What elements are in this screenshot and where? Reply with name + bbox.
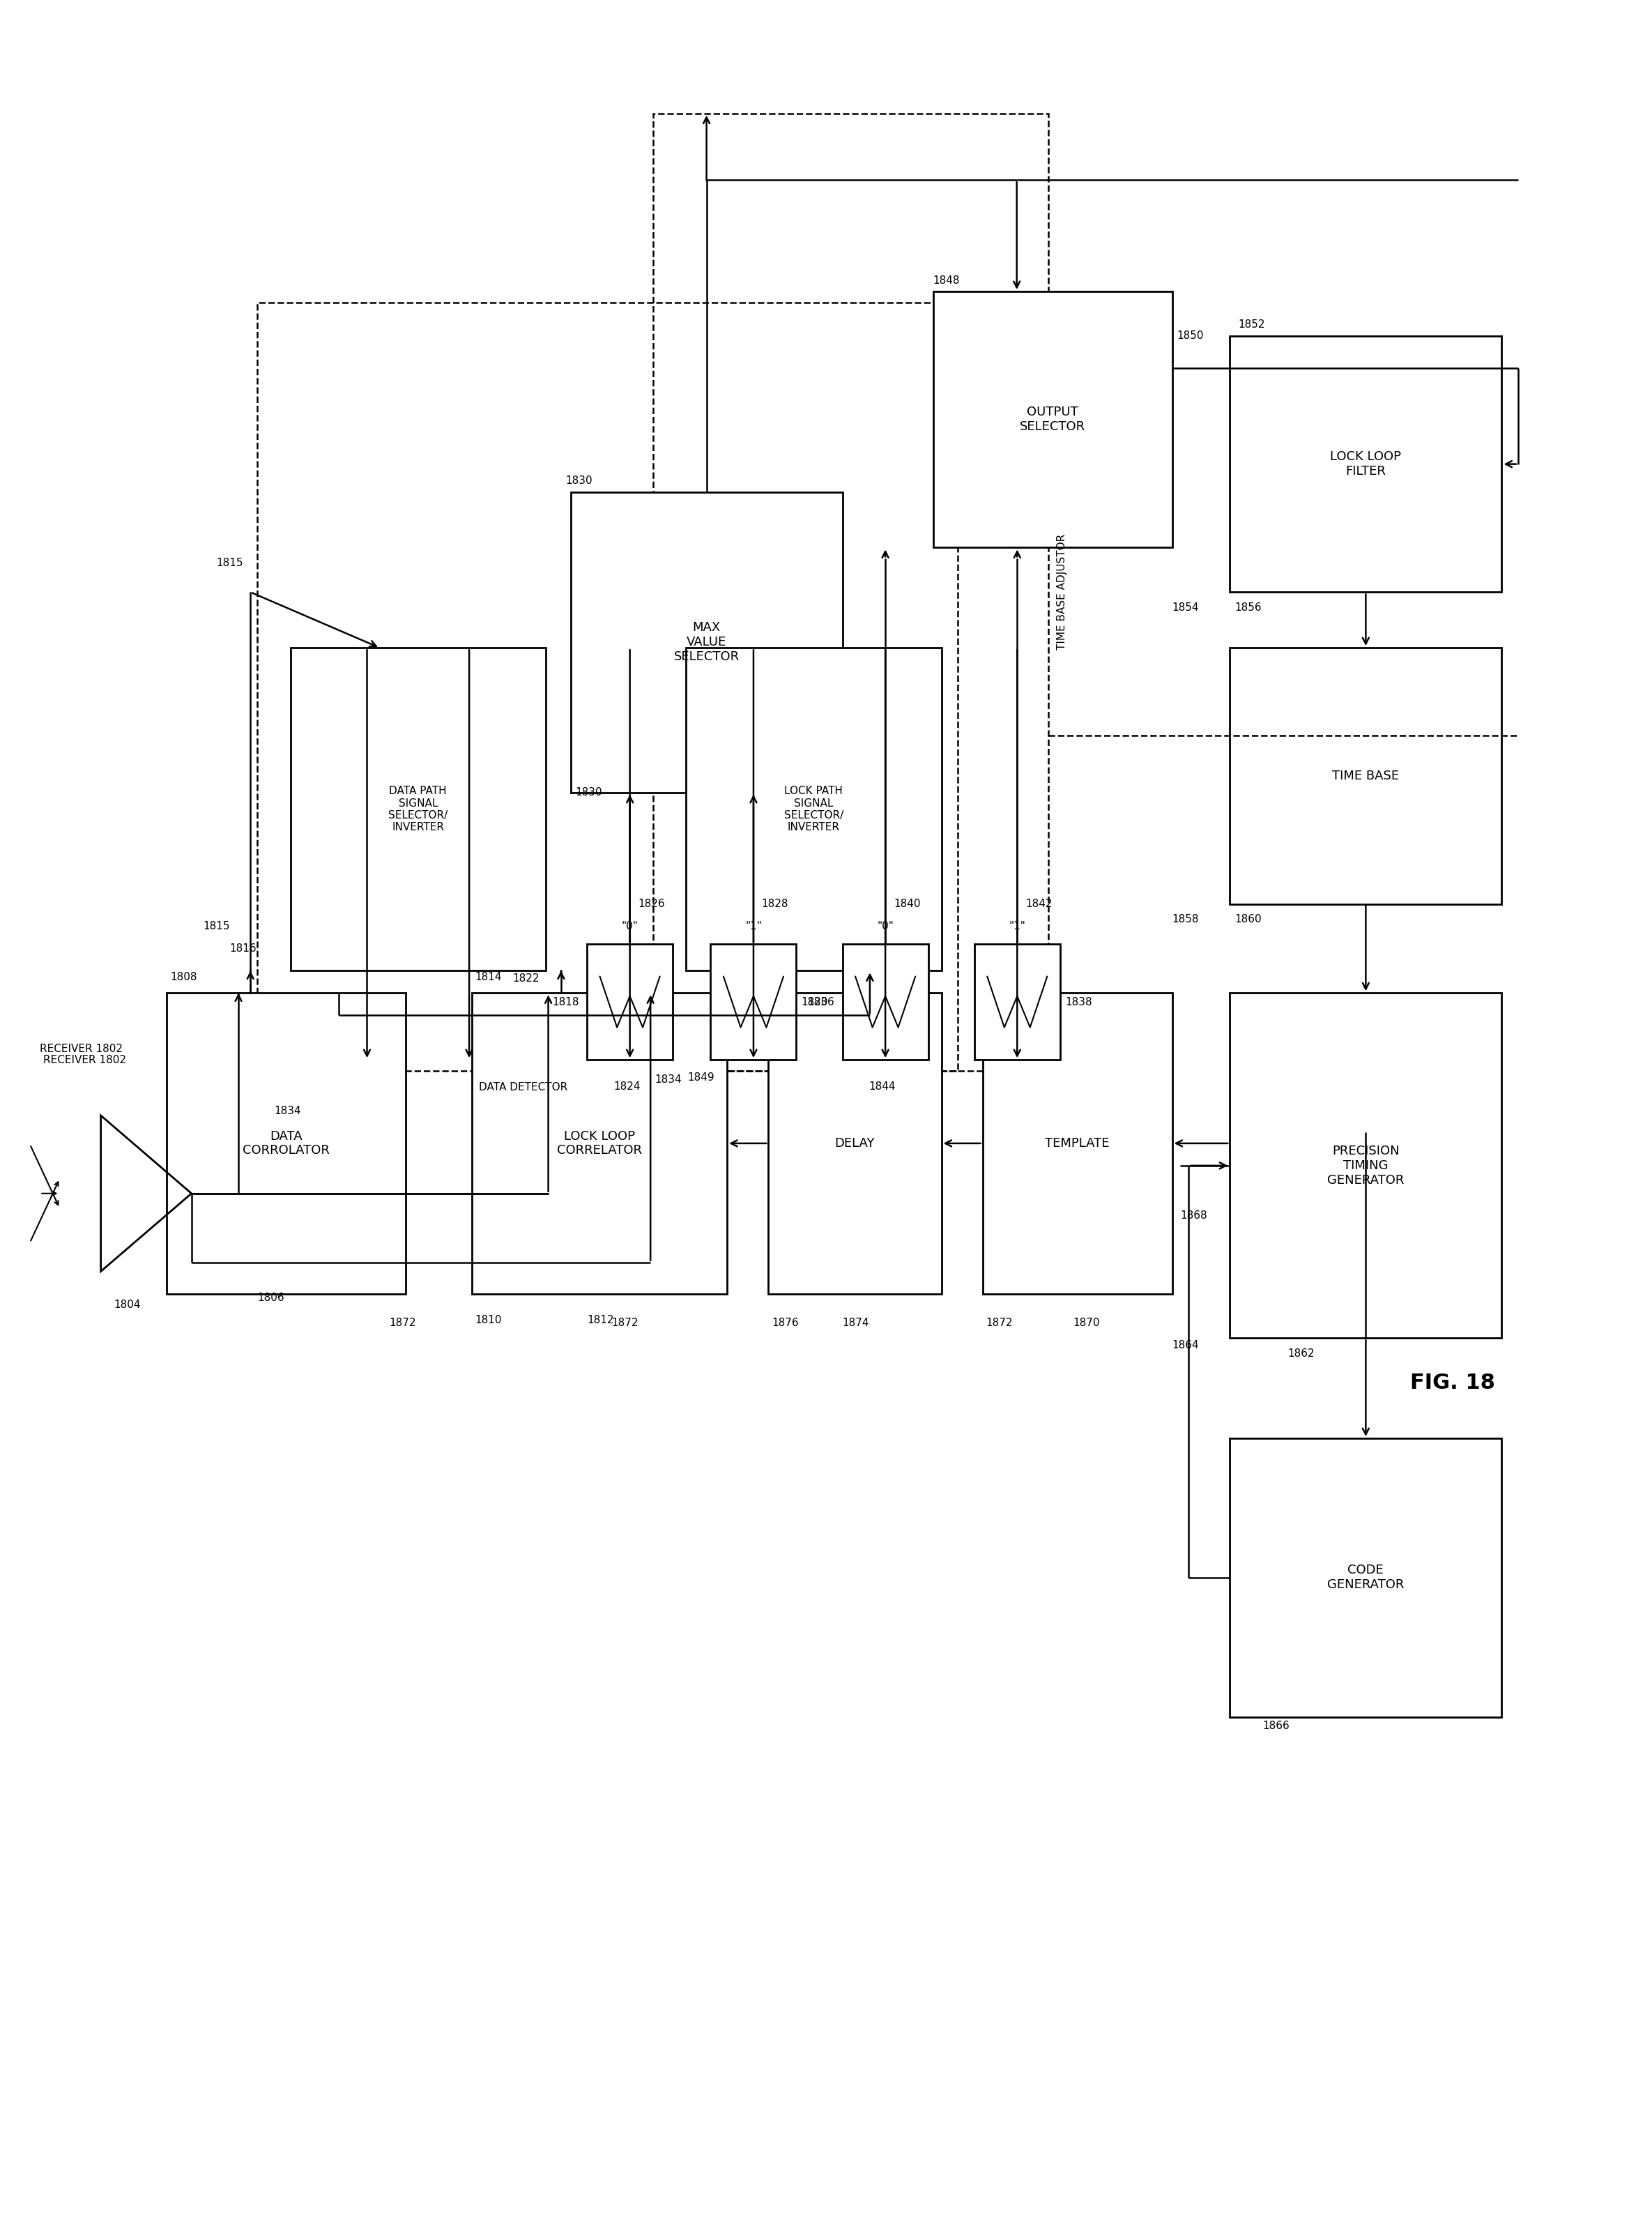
- Text: FIG. 18: FIG. 18: [1409, 1372, 1495, 1392]
- Text: 1852: 1852: [1237, 319, 1265, 330]
- Text: 1849: 1849: [687, 1073, 714, 1082]
- Text: DELAY: DELAY: [834, 1138, 876, 1149]
- Text: 1810: 1810: [474, 1314, 502, 1325]
- Text: 1830: 1830: [565, 475, 593, 486]
- Text: DATA
CORROLATOR: DATA CORROLATOR: [243, 1129, 330, 1158]
- Bar: [167, 993, 406, 1294]
- Text: 1826: 1826: [638, 899, 666, 910]
- Text: "1": "1": [745, 921, 762, 930]
- Text: LOCK LOOP
FILTER: LOCK LOOP FILTER: [1330, 451, 1401, 477]
- Text: "0": "0": [621, 921, 638, 930]
- Text: 1818: 1818: [552, 997, 578, 1006]
- Text: 1864: 1864: [1173, 1339, 1199, 1350]
- Text: MAX
VALUE
SELECTOR: MAX VALUE SELECTOR: [674, 622, 740, 663]
- Bar: [983, 993, 1173, 1294]
- Text: LOCK PATH
SIGNAL
SELECTOR/
INVERTER: LOCK PATH SIGNAL SELECTOR/ INVERTER: [785, 785, 844, 832]
- Bar: [1229, 337, 1502, 591]
- Text: 1838: 1838: [1066, 997, 1092, 1006]
- Text: 1816: 1816: [230, 944, 256, 953]
- Text: 1815: 1815: [216, 558, 243, 569]
- Text: OUTPUT
SELECTOR: OUTPUT SELECTOR: [1019, 406, 1085, 433]
- Text: 1822: 1822: [512, 973, 540, 984]
- Text: RECEIVER 1802: RECEIVER 1802: [43, 1055, 126, 1064]
- Bar: [653, 114, 1049, 1071]
- Text: DATA PATH
SIGNAL
SELECTOR/
INVERTER: DATA PATH SIGNAL SELECTOR/ INVERTER: [388, 785, 448, 832]
- Text: 1804: 1804: [114, 1301, 140, 1310]
- Bar: [768, 993, 942, 1294]
- Text: 1876: 1876: [771, 1316, 798, 1327]
- Bar: [1229, 647, 1502, 904]
- Text: TIME BASE: TIME BASE: [1332, 770, 1399, 783]
- Text: 1858: 1858: [1173, 915, 1199, 924]
- Bar: [933, 292, 1173, 547]
- Bar: [710, 944, 796, 1060]
- Text: 1874: 1874: [843, 1316, 869, 1327]
- Text: 1808: 1808: [170, 973, 197, 982]
- Bar: [570, 491, 843, 792]
- Text: RECEIVER 1802: RECEIVER 1802: [40, 1044, 122, 1053]
- Text: 1854: 1854: [1173, 602, 1199, 614]
- Bar: [686, 647, 942, 970]
- Text: 1850: 1850: [1178, 330, 1204, 341]
- Text: 1840: 1840: [894, 899, 920, 910]
- Text: 1842: 1842: [1026, 899, 1052, 910]
- Text: TIME BASE ADJUSTOR: TIME BASE ADJUSTOR: [1057, 533, 1067, 649]
- Text: 1836: 1836: [808, 997, 834, 1006]
- Text: 1828: 1828: [762, 899, 788, 910]
- Text: 1834: 1834: [654, 1075, 682, 1084]
- Text: PRECISION
TIMING
GENERATOR: PRECISION TIMING GENERATOR: [1327, 1145, 1404, 1187]
- Text: 1824: 1824: [613, 1082, 641, 1091]
- Text: 1806: 1806: [258, 1294, 284, 1303]
- Text: 1860: 1860: [1234, 915, 1262, 924]
- Bar: [472, 993, 727, 1294]
- Bar: [258, 303, 958, 1071]
- Text: 1872: 1872: [390, 1316, 416, 1327]
- Text: 1830: 1830: [575, 788, 603, 799]
- Bar: [975, 944, 1061, 1060]
- Text: LOCK LOOP
CORRELATOR: LOCK LOOP CORRELATOR: [557, 1129, 643, 1158]
- Text: DATA DETECTOR: DATA DETECTOR: [479, 1082, 568, 1093]
- Text: 1862: 1862: [1287, 1348, 1315, 1359]
- Text: 1815: 1815: [203, 921, 230, 930]
- Text: "0": "0": [877, 921, 894, 930]
- Text: 1856: 1856: [1234, 602, 1262, 614]
- Text: 1870: 1870: [1074, 1316, 1100, 1327]
- Bar: [1229, 1439, 1502, 1718]
- Text: 1868: 1868: [1180, 1211, 1208, 1220]
- Bar: [843, 944, 928, 1060]
- Text: 1866: 1866: [1262, 1720, 1290, 1731]
- Text: 1872: 1872: [986, 1316, 1013, 1327]
- Text: 1814: 1814: [474, 973, 502, 982]
- Text: 1844: 1844: [869, 1082, 895, 1091]
- Bar: [291, 647, 545, 970]
- Text: 1834: 1834: [274, 1107, 301, 1116]
- Text: 1820: 1820: [801, 997, 828, 1006]
- Text: 1872: 1872: [611, 1316, 639, 1327]
- Bar: [586, 944, 672, 1060]
- Text: 1848: 1848: [933, 274, 960, 286]
- Text: "1": "1": [1009, 921, 1026, 930]
- Text: CODE
GENERATOR: CODE GENERATOR: [1327, 1564, 1404, 1591]
- Text: TEMPLATE: TEMPLATE: [1046, 1138, 1110, 1149]
- Bar: [1229, 993, 1502, 1339]
- Text: 1812: 1812: [586, 1314, 615, 1325]
